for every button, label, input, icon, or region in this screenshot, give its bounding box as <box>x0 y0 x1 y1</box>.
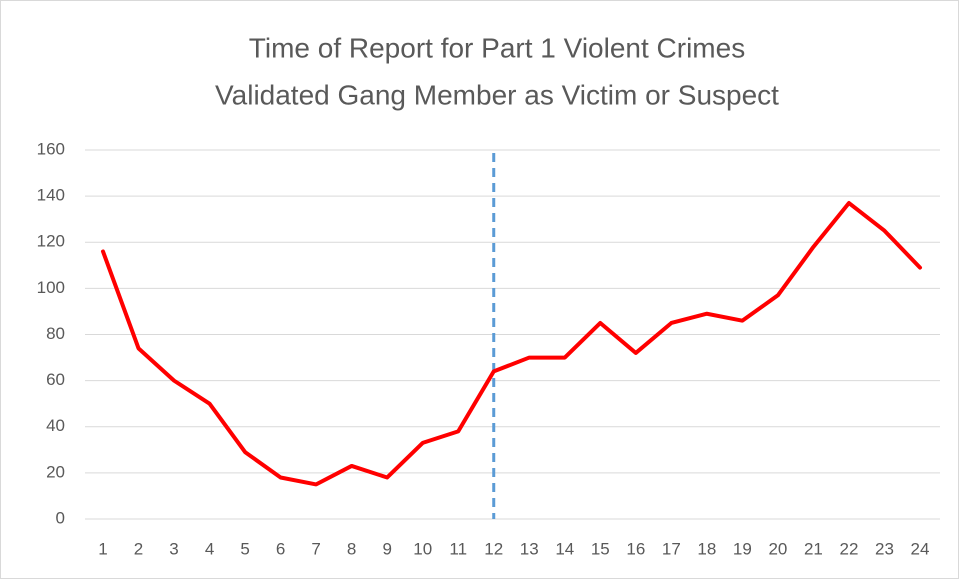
x-tick-label: 24 <box>911 539 930 558</box>
x-tick-label: 6 <box>276 539 285 558</box>
x-tick-label: 7 <box>311 539 320 558</box>
y-tick-label: 0 <box>56 508 65 527</box>
x-tick-label: 18 <box>697 539 716 558</box>
chart-title: Time of Report for Part 1 Violent Crimes <box>249 32 745 63</box>
x-tick-label: 13 <box>520 539 539 558</box>
y-tick-label: 100 <box>37 278 65 297</box>
x-tick-label: 23 <box>875 539 894 558</box>
x-tick-label: 11 <box>449 539 467 558</box>
chart-title: Validated Gang Member as Victim or Suspe… <box>215 79 779 110</box>
x-tick-label: 19 <box>733 539 752 558</box>
x-tick-label: 14 <box>555 539 574 558</box>
x-tick-label: 22 <box>839 539 858 558</box>
x-tick-label: 16 <box>626 539 645 558</box>
y-tick-label: 120 <box>37 232 65 251</box>
x-tick-label: 1 <box>98 539 107 558</box>
y-tick-label: 160 <box>37 139 65 158</box>
x-tick-label: 9 <box>382 539 391 558</box>
y-tick-label: 80 <box>46 324 65 343</box>
x-tick-label: 2 <box>134 539 143 558</box>
y-tick-label: 20 <box>46 462 65 481</box>
x-tick-label: 4 <box>205 539 214 558</box>
x-tick-label: 5 <box>240 539 249 558</box>
x-tick-label: 17 <box>662 539 681 558</box>
x-tick-label: 8 <box>347 539 356 558</box>
y-tick-label: 40 <box>46 416 65 435</box>
x-tick-label: 10 <box>413 539 432 558</box>
y-tick-label: 60 <box>46 370 65 389</box>
x-tick-label: 12 <box>484 539 503 558</box>
x-tick-label: 15 <box>591 539 610 558</box>
y-tick-label: 140 <box>37 186 65 205</box>
x-tick-label: 3 <box>169 539 178 558</box>
data-line <box>101 201 922 487</box>
x-tick-label: 20 <box>768 539 787 558</box>
x-tick-label: 21 <box>804 539 823 558</box>
